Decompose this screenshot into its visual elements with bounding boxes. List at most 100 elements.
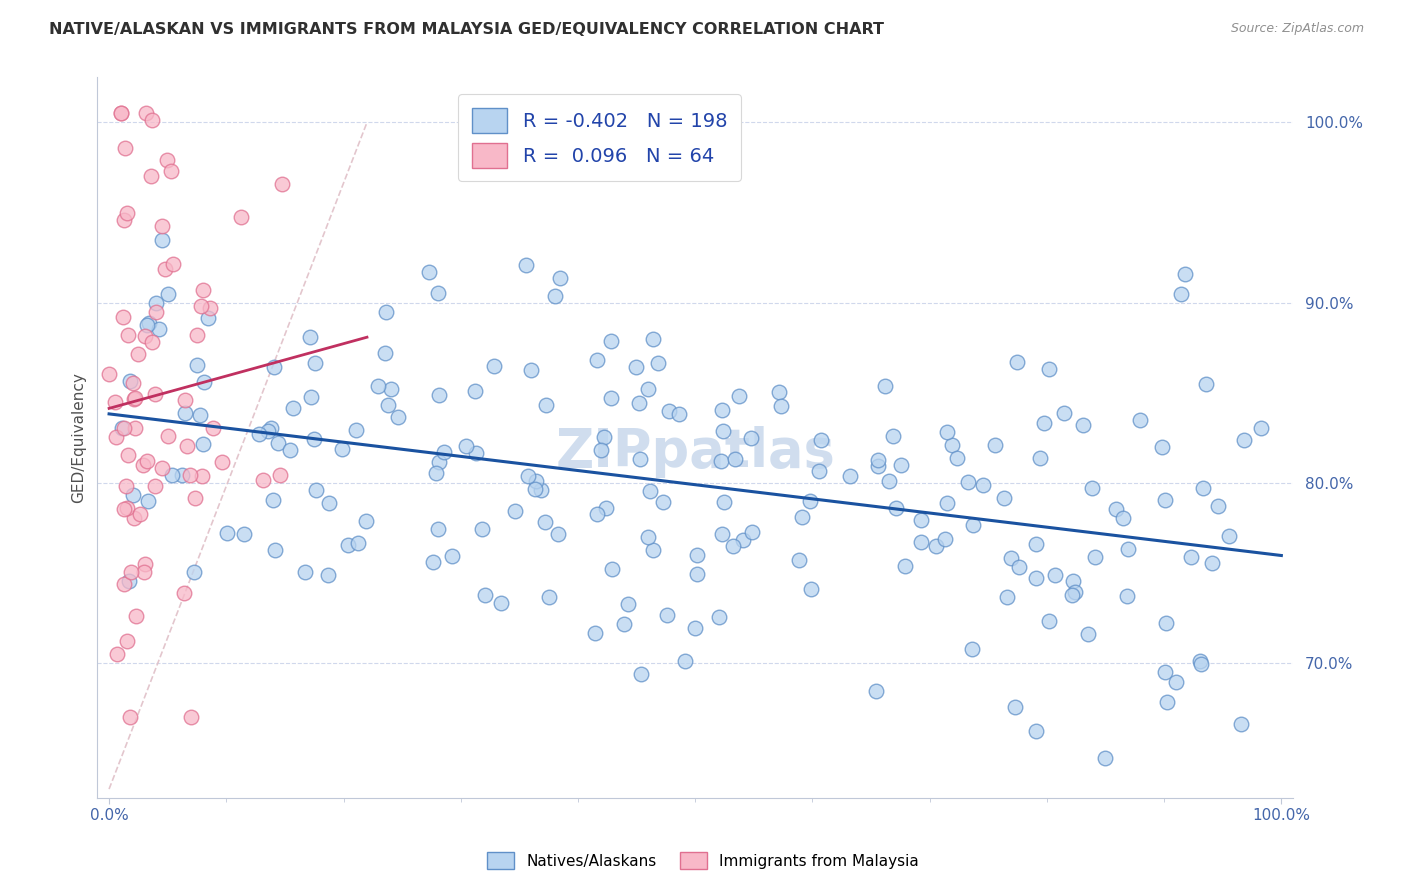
Point xyxy=(377,398,399,412)
Point xyxy=(114,577,136,591)
Point xyxy=(346,536,368,550)
Point xyxy=(134,558,156,572)
Point xyxy=(1154,615,1177,630)
Point xyxy=(873,379,896,393)
Point xyxy=(374,346,396,360)
Point xyxy=(117,448,139,462)
Point xyxy=(252,473,274,487)
Point xyxy=(709,609,731,624)
Point xyxy=(141,334,163,349)
Point xyxy=(1112,511,1135,525)
Point xyxy=(595,500,617,515)
Point xyxy=(145,305,167,319)
Point xyxy=(104,395,127,409)
Point xyxy=(637,382,659,396)
Point xyxy=(136,494,159,508)
Point xyxy=(548,270,571,285)
Point xyxy=(1129,412,1152,426)
Point xyxy=(153,261,176,276)
Point xyxy=(110,106,132,120)
Point xyxy=(120,565,142,579)
Point xyxy=(1076,627,1098,641)
Point xyxy=(231,210,253,224)
Point xyxy=(1094,750,1116,764)
Point xyxy=(190,409,212,423)
Point xyxy=(427,387,450,401)
Point xyxy=(112,502,135,516)
Point xyxy=(641,332,664,346)
Point xyxy=(808,464,831,478)
Point xyxy=(440,549,463,563)
Point xyxy=(124,420,146,434)
Point xyxy=(1033,416,1056,430)
Point xyxy=(683,621,706,635)
Point xyxy=(879,474,901,488)
Point xyxy=(652,495,675,509)
Point xyxy=(657,608,679,623)
Point xyxy=(186,328,208,343)
Point xyxy=(1084,549,1107,564)
Point xyxy=(638,484,661,499)
Point xyxy=(115,633,138,648)
Point xyxy=(1005,355,1028,369)
Point xyxy=(983,438,1005,452)
Point xyxy=(380,382,402,396)
Point xyxy=(524,482,547,496)
Point xyxy=(299,330,322,344)
Point xyxy=(517,469,540,483)
Point xyxy=(202,421,225,435)
Point xyxy=(628,452,651,467)
Point xyxy=(790,509,813,524)
Point xyxy=(263,359,285,374)
Point xyxy=(374,304,396,318)
Point xyxy=(107,647,129,661)
Point xyxy=(1188,655,1211,669)
Point xyxy=(426,522,449,536)
Point xyxy=(768,384,790,399)
Point xyxy=(122,376,145,390)
Point xyxy=(600,562,623,576)
Point xyxy=(124,391,146,405)
Point xyxy=(711,526,734,541)
Point xyxy=(1180,549,1202,564)
Point xyxy=(159,164,181,178)
Point xyxy=(544,289,567,303)
Point xyxy=(910,535,932,549)
Point xyxy=(114,479,136,493)
Point xyxy=(422,555,444,569)
Point xyxy=(344,423,367,437)
Point xyxy=(710,403,733,417)
Point xyxy=(148,322,170,336)
Point xyxy=(122,488,145,502)
Point xyxy=(995,591,1018,605)
Point xyxy=(1250,421,1272,435)
Point xyxy=(787,553,810,567)
Point xyxy=(190,299,212,313)
Point xyxy=(505,504,527,518)
Point xyxy=(882,429,904,443)
Point xyxy=(184,491,207,505)
Point xyxy=(740,431,762,445)
Point xyxy=(257,424,280,438)
Point xyxy=(299,390,322,404)
Point xyxy=(1008,560,1031,574)
Point xyxy=(1029,451,1052,466)
Point xyxy=(190,468,212,483)
Point xyxy=(160,468,183,483)
Point xyxy=(637,530,659,544)
Point xyxy=(946,451,969,466)
Point xyxy=(799,494,821,508)
Point xyxy=(647,356,669,370)
Point xyxy=(630,667,652,681)
Point xyxy=(530,483,553,497)
Point xyxy=(294,566,316,580)
Text: ZIPpatlas: ZIPpatlas xyxy=(555,426,835,478)
Point xyxy=(1064,585,1087,599)
Text: Source: ZipAtlas.com: Source: ZipAtlas.com xyxy=(1230,22,1364,36)
Point xyxy=(197,310,219,325)
Point xyxy=(124,392,146,407)
Point xyxy=(173,585,195,599)
Point xyxy=(547,526,569,541)
Point xyxy=(599,391,621,405)
Point xyxy=(800,582,823,597)
